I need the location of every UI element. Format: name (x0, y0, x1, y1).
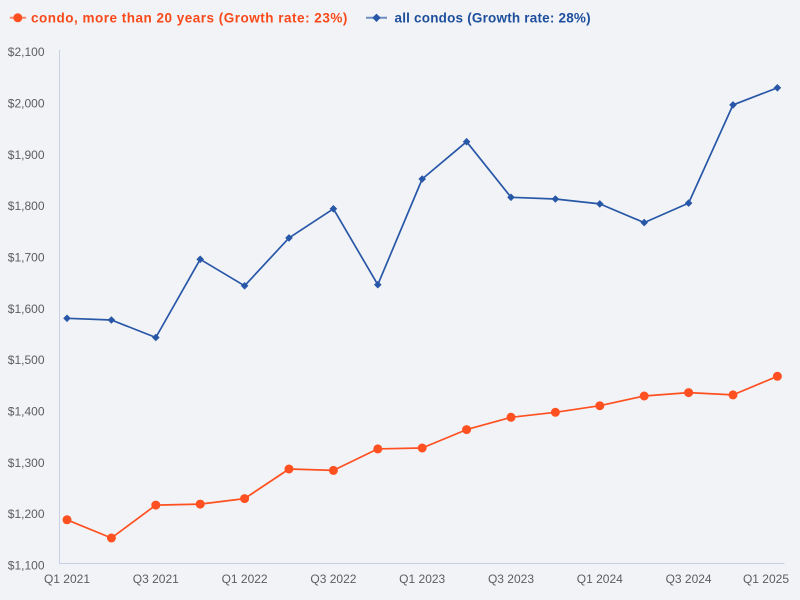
svg-text:$1,700: $1,700 (8, 251, 45, 265)
svg-text:$1,100: $1,100 (8, 559, 45, 573)
svg-text:$1,600: $1,600 (8, 302, 45, 316)
svg-text:Q1 2023: Q1 2023 (399, 572, 445, 586)
svg-text:Q1 2022: Q1 2022 (222, 572, 268, 586)
svg-text:Q1 2021: Q1 2021 (44, 572, 90, 586)
svg-text:Q1 2025: Q1 2025 (743, 572, 789, 586)
svg-text:$1,200: $1,200 (8, 507, 45, 521)
svg-text:Q1 2024: Q1 2024 (577, 572, 623, 586)
svg-text:$2,000: $2,000 (8, 97, 45, 111)
svg-text:condo, more than 20 years (Gro: condo, more than 20 years (Growth rate: … (31, 10, 348, 25)
svg-text:all condos (Growth rate: 28%): all condos (Growth rate: 28%) (395, 10, 591, 25)
svg-text:$1,300: $1,300 (8, 456, 45, 470)
svg-text:$1,900: $1,900 (8, 148, 45, 162)
svg-text:Q3 2022: Q3 2022 (310, 572, 356, 586)
svg-text:$2,100: $2,100 (8, 45, 45, 59)
svg-text:Q3 2021: Q3 2021 (133, 572, 179, 586)
svg-text:Q3 2023: Q3 2023 (488, 572, 534, 586)
svg-text:$1,400: $1,400 (8, 405, 45, 419)
svg-text:$1,500: $1,500 (8, 353, 45, 367)
svg-text:Q3 2024: Q3 2024 (666, 572, 712, 586)
svg-text:$1,800: $1,800 (8, 199, 45, 213)
